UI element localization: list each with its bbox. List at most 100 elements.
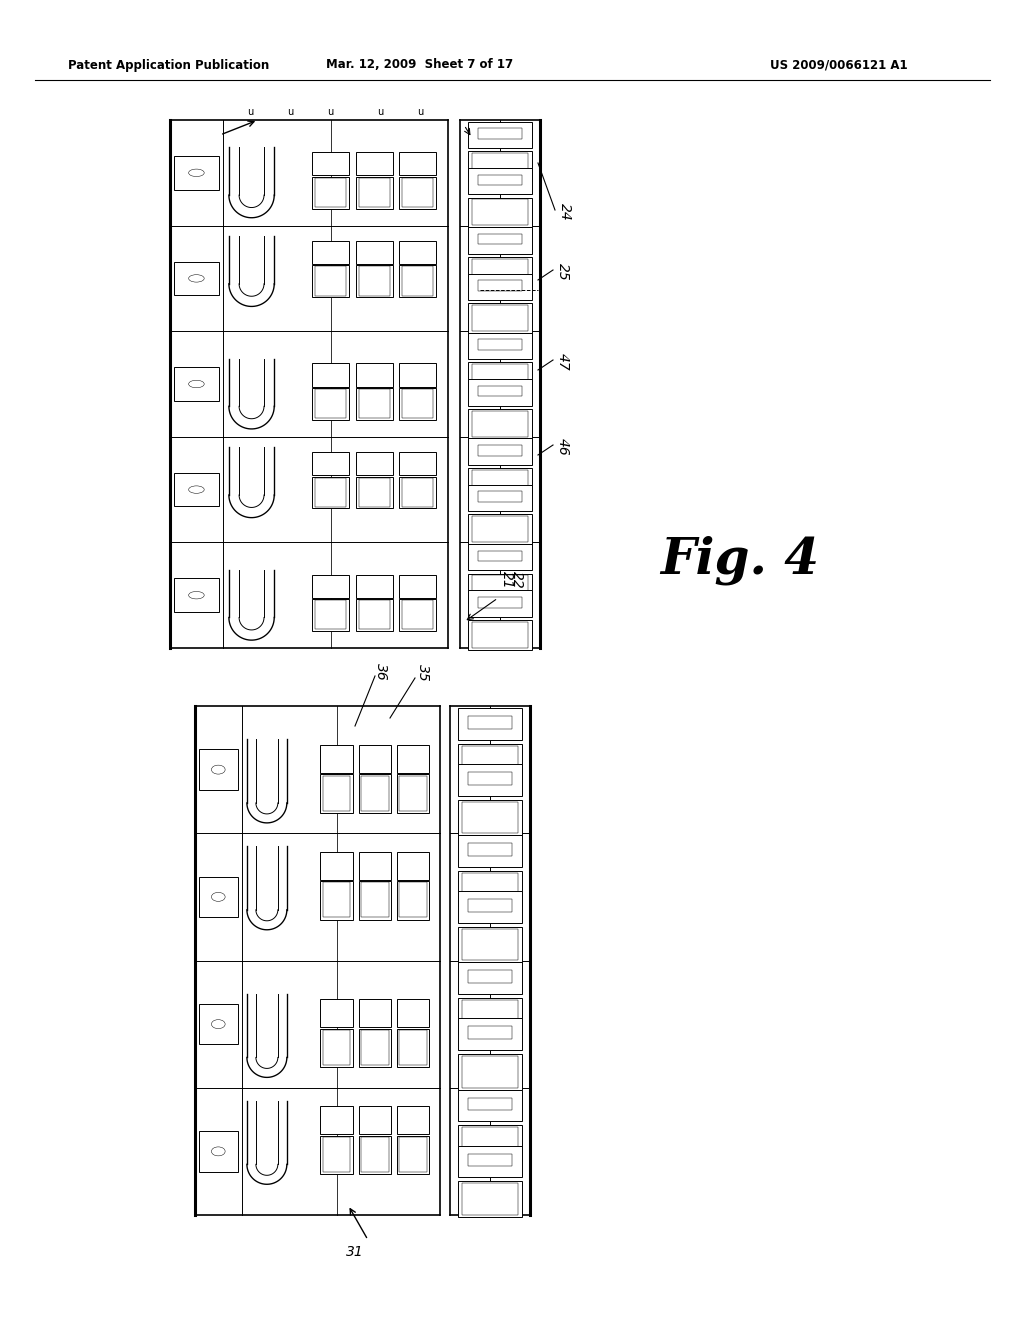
Bar <box>477 128 522 139</box>
Bar <box>355 242 392 264</box>
Bar <box>355 574 392 598</box>
Bar <box>358 601 389 630</box>
Bar <box>355 152 392 176</box>
Bar <box>321 744 353 772</box>
Bar <box>323 776 350 810</box>
Bar <box>199 1003 238 1044</box>
Bar <box>361 883 388 917</box>
Bar <box>468 715 512 729</box>
Bar <box>399 152 436 176</box>
Bar <box>312 599 349 631</box>
Bar <box>402 178 433 207</box>
Bar <box>468 544 532 570</box>
Bar <box>458 800 522 836</box>
Bar <box>468 363 532 392</box>
Bar <box>399 453 436 475</box>
Bar <box>323 1030 350 1065</box>
Ellipse shape <box>211 1147 225 1156</box>
Bar <box>315 601 346 630</box>
Bar <box>321 1028 353 1067</box>
Bar <box>402 478 433 507</box>
Bar <box>472 622 528 648</box>
Bar <box>468 843 512 855</box>
Bar <box>397 775 429 813</box>
Bar <box>462 801 518 833</box>
Bar <box>477 550 522 561</box>
Bar <box>468 379 532 405</box>
Ellipse shape <box>211 1019 225 1028</box>
Bar <box>321 880 353 920</box>
Bar <box>399 265 436 297</box>
Ellipse shape <box>211 766 225 774</box>
Bar <box>399 574 436 598</box>
Bar <box>458 871 522 907</box>
Bar <box>477 339 522 350</box>
Bar <box>321 851 353 879</box>
Bar <box>462 1127 518 1159</box>
Bar <box>462 873 518 904</box>
Bar <box>321 775 353 813</box>
Bar <box>468 899 512 912</box>
Bar <box>468 409 532 438</box>
Bar <box>462 1056 518 1088</box>
Bar <box>462 746 518 777</box>
Bar <box>458 962 522 994</box>
Bar <box>358 880 391 920</box>
Bar <box>399 1030 427 1065</box>
Bar <box>399 477 436 508</box>
Bar <box>358 389 389 418</box>
Bar <box>361 1030 388 1065</box>
Ellipse shape <box>188 275 204 282</box>
Bar <box>199 876 238 917</box>
Bar <box>468 227 532 253</box>
Bar <box>399 388 436 420</box>
Bar <box>355 265 392 297</box>
Bar <box>462 1184 518 1214</box>
Bar <box>468 469 532 498</box>
Bar <box>323 883 350 917</box>
Bar <box>472 470 528 496</box>
Text: 31: 31 <box>346 1245 364 1259</box>
Bar <box>361 776 388 810</box>
Ellipse shape <box>188 380 204 388</box>
Bar <box>472 411 528 437</box>
Bar <box>458 927 522 962</box>
Bar <box>477 445 522 455</box>
Bar <box>174 367 219 401</box>
Text: u: u <box>417 107 423 117</box>
Bar <box>358 1135 391 1173</box>
Text: 47: 47 <box>556 354 570 371</box>
Bar <box>468 152 532 181</box>
Bar <box>468 333 532 359</box>
Bar <box>355 453 392 475</box>
Bar <box>458 708 522 739</box>
Text: 36: 36 <box>374 663 388 681</box>
Bar <box>397 1135 429 1173</box>
Bar <box>323 1137 350 1172</box>
Bar <box>472 305 528 331</box>
Text: Patent Application Publication: Patent Application Publication <box>68 58 269 71</box>
Bar <box>397 1106 429 1134</box>
Bar <box>477 491 522 502</box>
Text: u: u <box>287 107 293 117</box>
Bar <box>468 273 532 300</box>
Bar <box>355 599 392 631</box>
Bar <box>358 851 391 879</box>
Bar <box>468 1098 512 1110</box>
Bar <box>321 1106 353 1134</box>
Bar <box>472 576 528 602</box>
Bar <box>174 473 219 507</box>
Bar <box>358 775 391 813</box>
Bar <box>199 1131 238 1172</box>
Bar <box>468 574 532 603</box>
Bar <box>477 234 522 244</box>
Bar <box>399 776 427 810</box>
Bar <box>472 364 528 391</box>
Bar <box>462 1001 518 1031</box>
Ellipse shape <box>188 486 204 494</box>
Bar <box>472 516 528 543</box>
Text: 46: 46 <box>556 438 570 455</box>
Bar <box>468 484 532 511</box>
Bar <box>199 750 238 789</box>
Text: 24: 24 <box>558 203 572 220</box>
